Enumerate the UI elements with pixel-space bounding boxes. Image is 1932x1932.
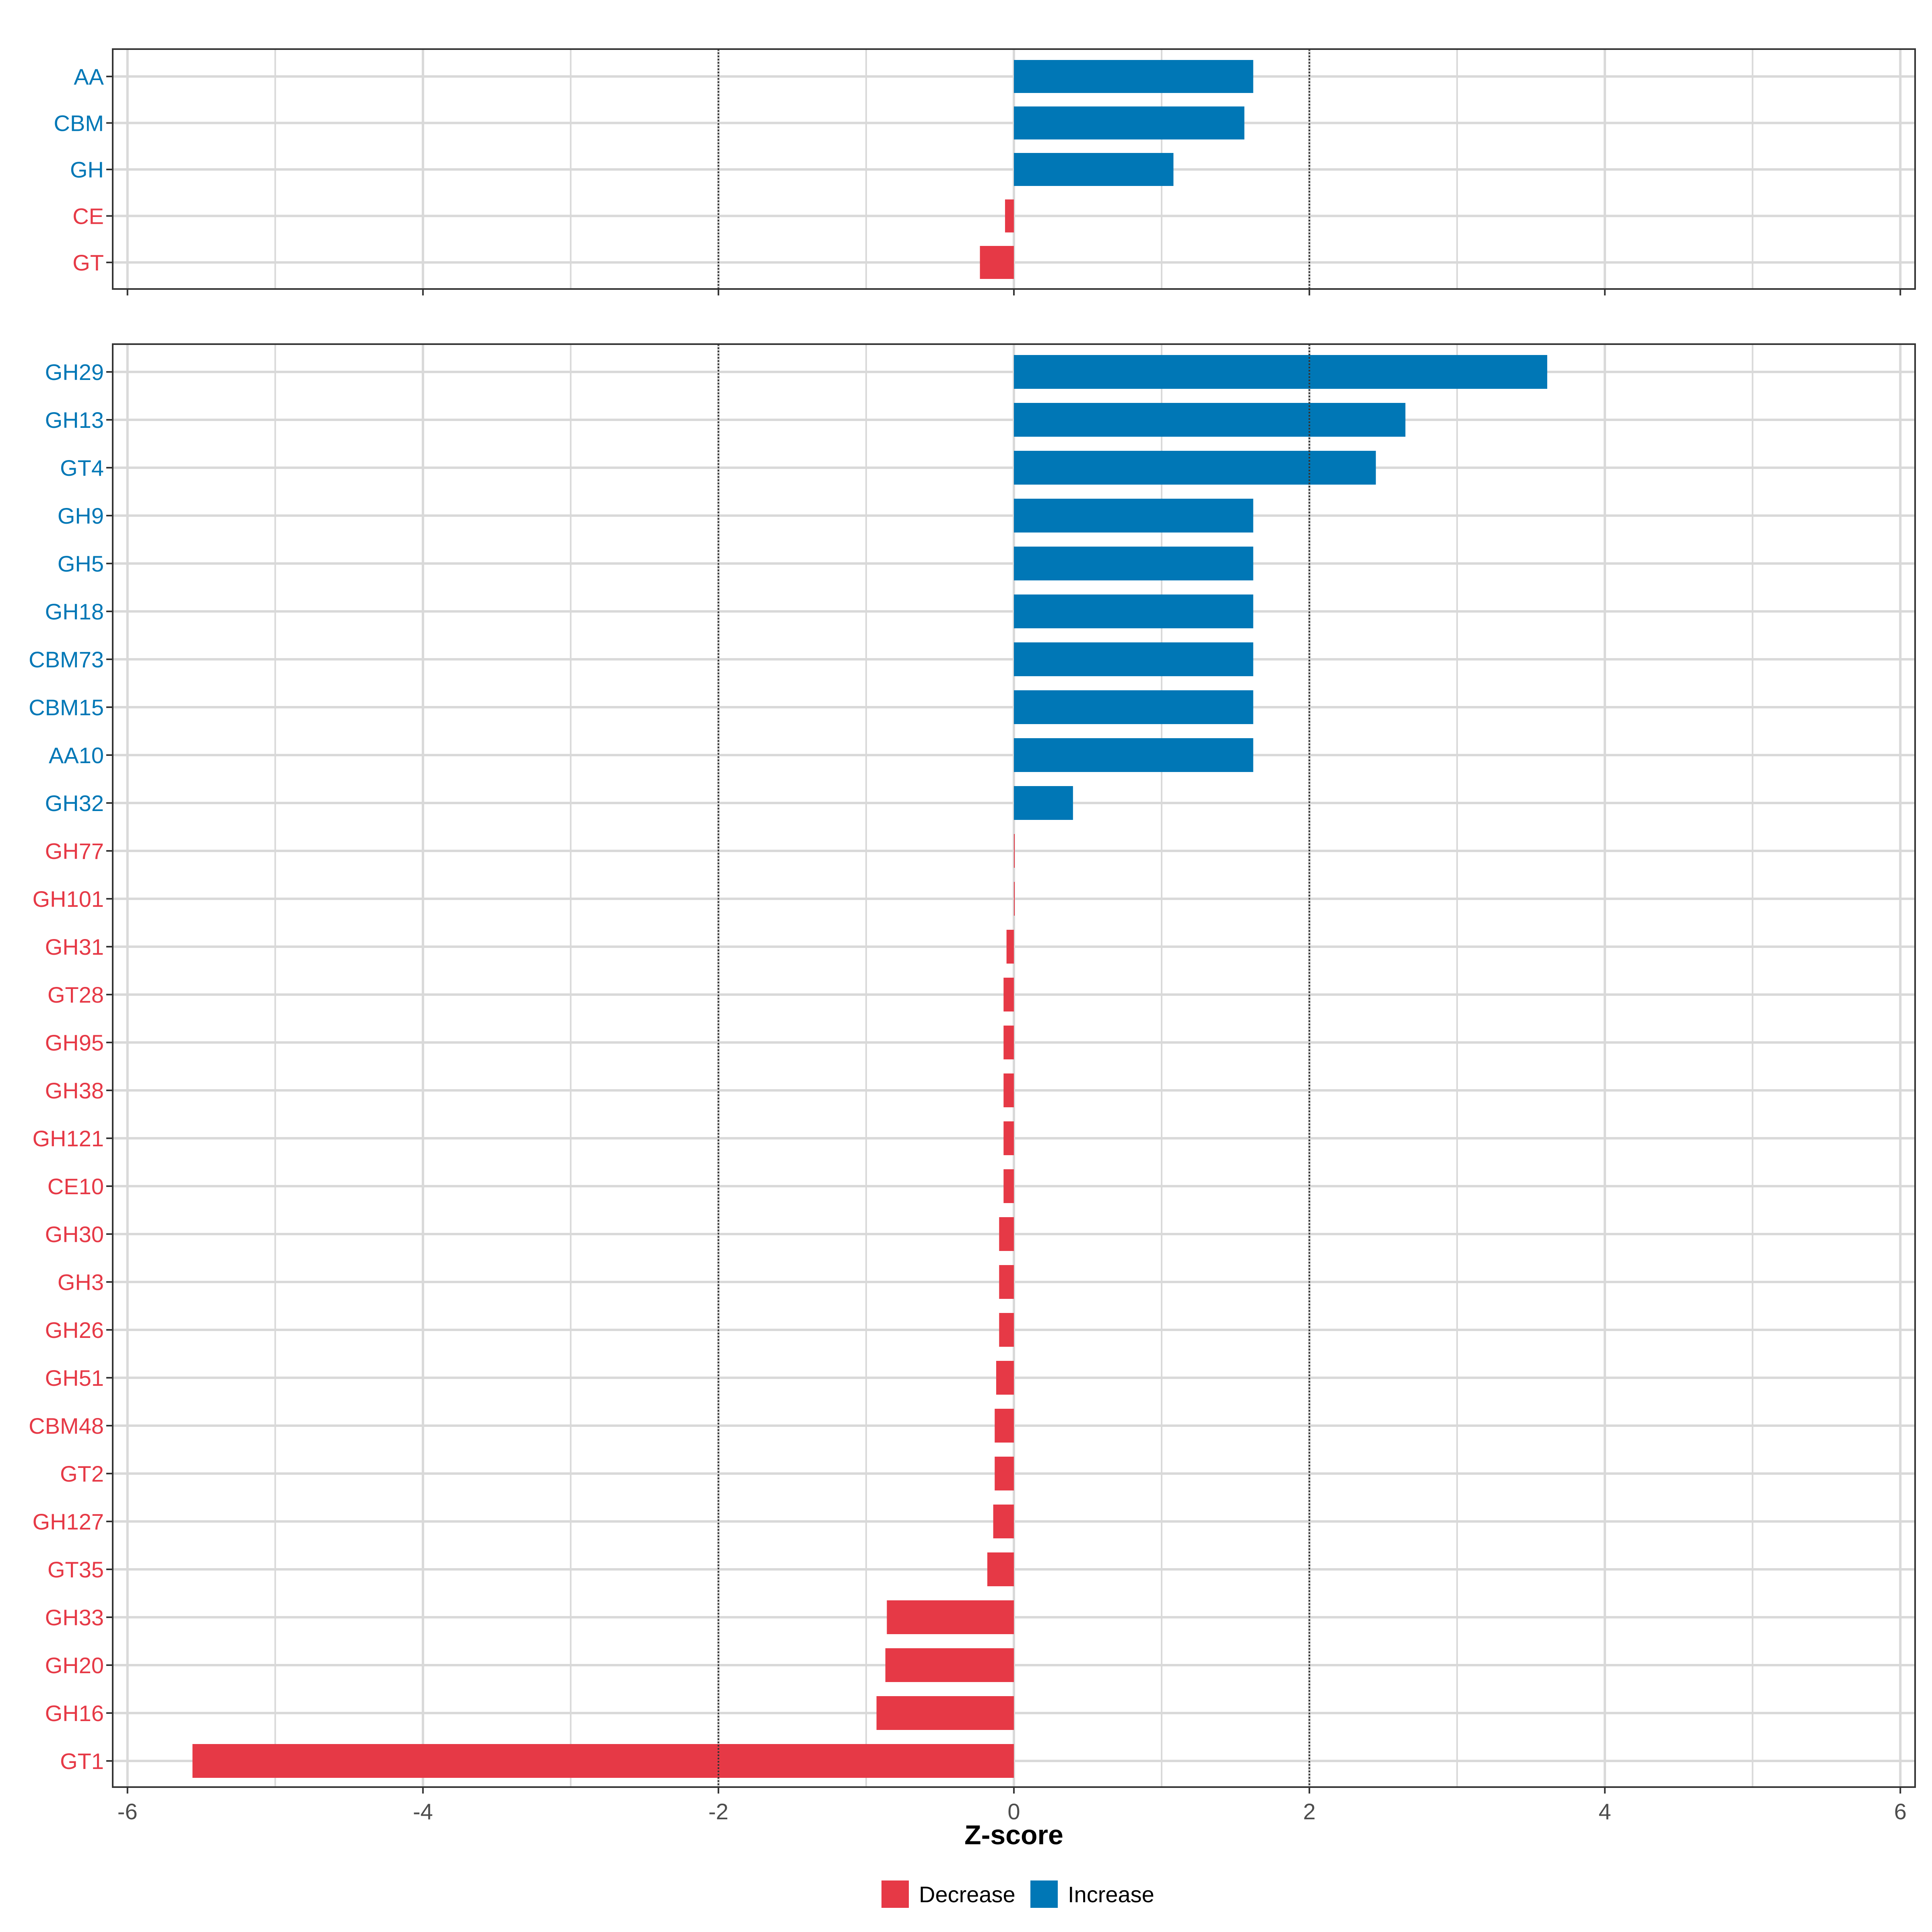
bar-GH51	[996, 1361, 1014, 1395]
category-label: GH13	[45, 407, 104, 433]
x-tick-label: 4	[1599, 1799, 1611, 1824]
category-label: GT35	[47, 1557, 104, 1582]
bar-GH77	[1014, 834, 1015, 868]
category-label: CE	[72, 204, 104, 229]
bar-GH3	[999, 1265, 1014, 1299]
category-label: GH101	[33, 886, 104, 912]
bar-CE	[1005, 199, 1014, 233]
legend-label-increase: Increase	[1068, 1882, 1154, 1907]
category-label: GH26	[45, 1317, 104, 1343]
bar-GH16	[876, 1696, 1014, 1730]
bar-GT4	[1014, 451, 1376, 485]
bar-GH	[1014, 153, 1174, 186]
top-panel: AA CBM GH CE GT	[54, 48, 1916, 295]
category-label: GH77	[45, 838, 104, 864]
bar-GH95	[1003, 1026, 1014, 1059]
category-label: GH33	[45, 1605, 104, 1630]
category-label: CBM	[54, 111, 104, 136]
x-axis-title: Z-score	[964, 1820, 1063, 1850]
bar-GH32	[1014, 786, 1073, 820]
bar-GT35	[987, 1552, 1014, 1586]
category-label: GH	[70, 157, 104, 182]
bar-CBM73	[1014, 642, 1253, 676]
bar-GH26	[999, 1313, 1014, 1347]
category-label: GH32	[45, 791, 104, 816]
bar-GT28	[1003, 978, 1014, 1011]
category-label: GH127	[33, 1509, 104, 1534]
bar-GT1	[192, 1744, 1014, 1778]
bar-AA	[1014, 60, 1253, 93]
x-tick-label: 6	[1894, 1799, 1907, 1824]
bar-GH5	[1014, 547, 1253, 580]
bar-GH33	[887, 1600, 1014, 1634]
bar-CBM48	[995, 1409, 1014, 1443]
x-tick-label: -6	[118, 1799, 138, 1824]
category-label: GT	[72, 250, 104, 275]
bar-GH30	[999, 1217, 1014, 1251]
legend-label-decrease: Decrease	[919, 1882, 1016, 1907]
category-label: GH31	[45, 934, 104, 960]
category-label: GH16	[45, 1701, 104, 1726]
legend-swatch-decrease	[881, 1880, 909, 1908]
category-label: AA	[74, 64, 104, 89]
x-tick-label: -2	[708, 1799, 729, 1824]
bottom-panel: GH29GH13GT4GH9GH5GH18CBM73CBM15AA10GH32G…	[29, 343, 1916, 1824]
bar-GH127	[993, 1505, 1014, 1538]
category-label: CBM73	[29, 647, 104, 672]
bar-AA10	[1014, 738, 1253, 772]
bar-CBM	[1014, 106, 1245, 140]
category-label: CE10	[47, 1174, 104, 1199]
bar-CBM15	[1014, 690, 1253, 724]
bar-GT2	[995, 1457, 1014, 1490]
bar-GH20	[885, 1648, 1014, 1682]
bar-CE10	[1003, 1169, 1014, 1203]
category-label: GT28	[47, 982, 104, 1007]
category-label: GH38	[45, 1078, 104, 1103]
category-label: GH30	[45, 1222, 104, 1247]
x-tick-label: 0	[1007, 1799, 1020, 1824]
bar-GT	[980, 246, 1014, 279]
category-label: GH3	[58, 1269, 104, 1295]
category-label: GH9	[58, 503, 104, 528]
bar-GH38	[1003, 1073, 1014, 1107]
bar-GH121	[1003, 1121, 1014, 1155]
category-label: GH121	[33, 1126, 104, 1151]
category-label: GH95	[45, 1030, 104, 1055]
category-label: CBM15	[29, 695, 104, 720]
category-label: GT2	[60, 1461, 104, 1486]
x-tick-label: 2	[1303, 1799, 1316, 1824]
category-label: AA10	[49, 743, 104, 768]
bar-GH18	[1014, 594, 1253, 628]
category-label: GH20	[45, 1653, 104, 1678]
x-tick-label: -4	[413, 1799, 433, 1824]
category-label: GH18	[45, 599, 104, 624]
bar-GH9	[1014, 499, 1253, 533]
category-label: GT1	[60, 1748, 104, 1774]
bar-GH31	[1006, 930, 1014, 964]
category-label: GH51	[45, 1365, 104, 1391]
category-label: GH29	[45, 359, 104, 385]
legend: Decrease Increase	[881, 1880, 1154, 1908]
bar-GH101	[1014, 882, 1015, 916]
category-label: GT4	[60, 455, 104, 481]
category-label: CBM48	[29, 1413, 104, 1439]
bar-GH29	[1014, 355, 1548, 389]
bar-GH13	[1014, 403, 1406, 437]
category-label: GH5	[58, 551, 104, 576]
legend-swatch-increase	[1030, 1880, 1058, 1908]
